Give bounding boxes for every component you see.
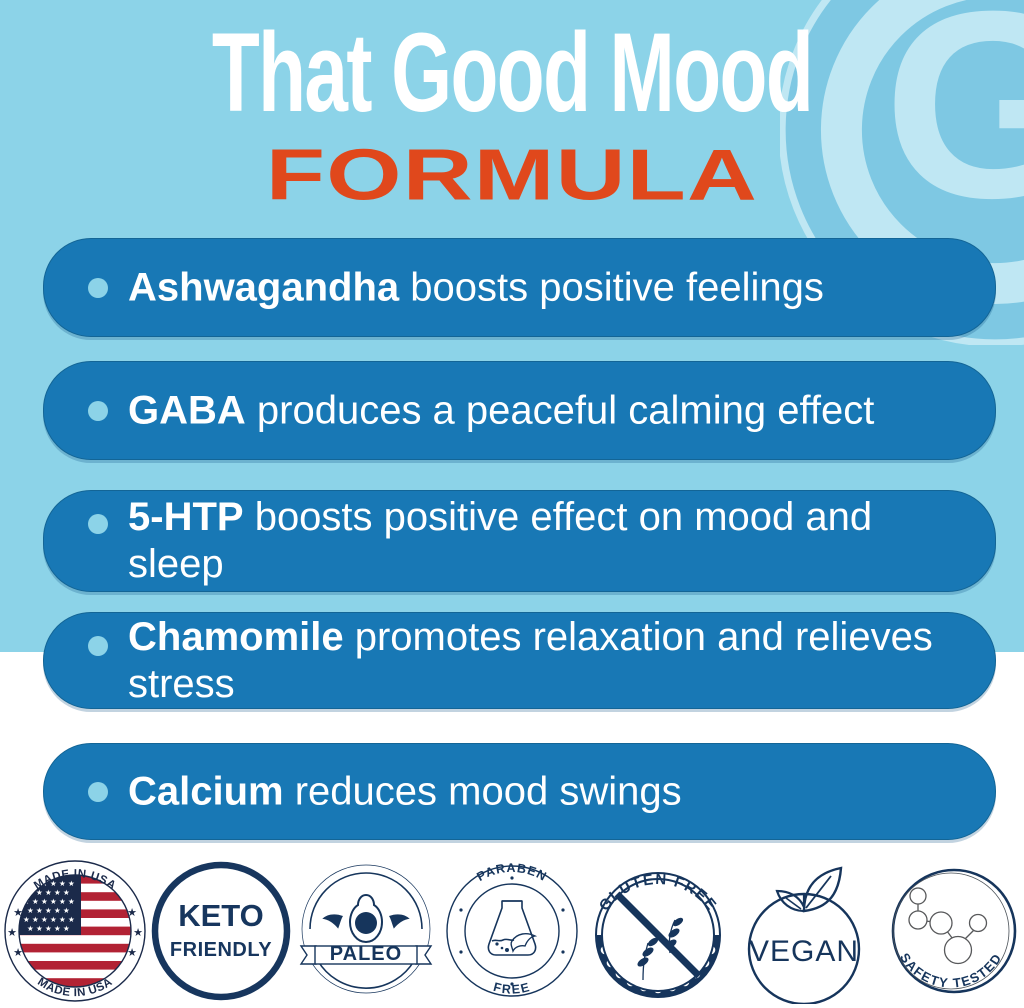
svg-text:★: ★ — [32, 897, 39, 906]
svg-text:★: ★ — [7, 927, 17, 939]
svg-text:★: ★ — [23, 915, 30, 924]
svg-text:★: ★ — [50, 897, 57, 906]
svg-text:FRIENDLY: FRIENDLY — [170, 939, 272, 961]
svg-text:★: ★ — [63, 924, 70, 933]
svg-text:★: ★ — [27, 924, 34, 933]
svg-text:★: ★ — [54, 924, 61, 933]
svg-text:★: ★ — [36, 906, 43, 915]
svg-text:★: ★ — [68, 879, 75, 888]
svg-text:PARABEN: PARABEN — [474, 861, 549, 884]
svg-text:★: ★ — [13, 907, 23, 919]
svg-text:GLUTEN FREE: GLUTEN FREE — [596, 871, 720, 914]
svg-text:★: ★ — [63, 888, 70, 897]
svg-text:★: ★ — [45, 906, 52, 915]
svg-text:KETO: KETO — [178, 898, 264, 933]
svg-text:★: ★ — [68, 915, 75, 924]
svg-text:★: ★ — [41, 915, 48, 924]
svg-text:★: ★ — [45, 888, 52, 897]
svg-text:★: ★ — [54, 906, 61, 915]
svg-text:VEGAN: VEGAN — [749, 935, 859, 968]
svg-text:★: ★ — [13, 947, 23, 959]
svg-text:★: ★ — [45, 924, 52, 933]
svg-text:★: ★ — [63, 906, 70, 915]
svg-text:★: ★ — [68, 897, 75, 906]
svg-text:★: ★ — [36, 924, 43, 933]
svg-text:★: ★ — [59, 915, 66, 924]
svg-text:★: ★ — [50, 915, 57, 924]
svg-text:★: ★ — [27, 906, 34, 915]
svg-text:★: ★ — [133, 927, 143, 939]
svg-text:★: ★ — [32, 915, 39, 924]
svg-text:★: ★ — [127, 947, 137, 959]
svg-text:PALEO: PALEO — [330, 943, 402, 965]
svg-text:★: ★ — [41, 897, 48, 906]
svg-text:★: ★ — [59, 897, 66, 906]
svg-text:★: ★ — [127, 907, 137, 919]
svg-text:★: ★ — [54, 888, 61, 897]
